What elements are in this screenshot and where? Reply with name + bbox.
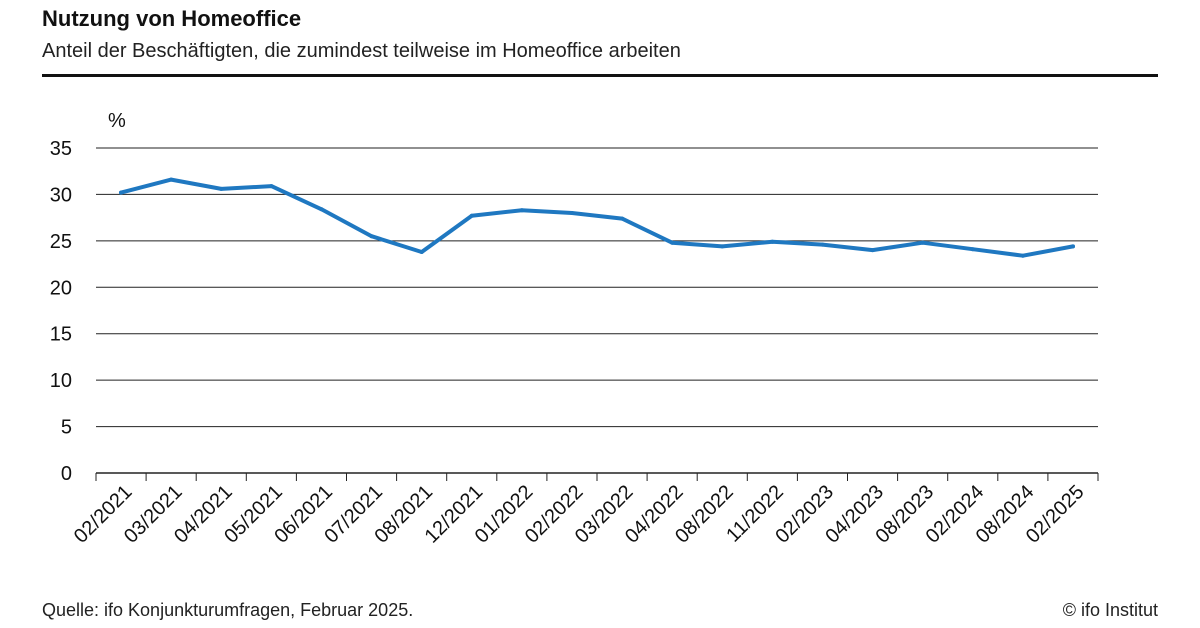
data-point: [469, 213, 474, 218]
data-point: [820, 242, 825, 247]
data-point: [269, 184, 274, 189]
data-point: [119, 190, 124, 195]
homeoffice-series-line: [119, 177, 1075, 258]
y-tick-label: 5: [61, 417, 72, 439]
data-point: [569, 211, 574, 215]
data-point: [620, 216, 625, 221]
data-point: [419, 250, 424, 254]
chart-title: Nutzung von Homeoffice: [42, 6, 302, 31]
chart-subtitle: Anteil der Beschäftigten, die zumindest …: [42, 40, 681, 62]
y-tick-label: 15: [50, 324, 72, 346]
data-point: [369, 234, 374, 239]
data-point: [1070, 244, 1075, 249]
data-point: [670, 240, 675, 245]
gridlines: [96, 147, 1098, 428]
data-point: [720, 244, 725, 249]
data-point: [970, 247, 975, 252]
y-tick-label: 20: [50, 277, 72, 299]
data-point: [219, 186, 224, 191]
y-tick-label: 30: [50, 184, 72, 206]
y-tick-label: 35: [50, 138, 72, 160]
header-rule: [42, 74, 1158, 77]
data-point: [169, 177, 174, 182]
x-axis: 02/202103/202104/202105/202106/202107/20…: [70, 472, 1099, 548]
y-axis: 0 5 10 15 20 25 30 35%: [50, 110, 126, 485]
data-point: [1020, 253, 1025, 258]
copyright-note: © ifo Institut: [1062, 600, 1158, 620]
data-point: [870, 248, 875, 253]
data-point: [519, 208, 524, 213]
y-axis-unit-label: %: [108, 110, 126, 132]
series-layer: [119, 177, 1075, 258]
source-note: Quelle: ifo Konjunkturumfragen, Februar …: [42, 600, 414, 620]
data-point: [319, 207, 324, 212]
data-point: [770, 239, 775, 244]
y-tick-label: 25: [50, 231, 72, 253]
y-tick-label: 10: [50, 370, 72, 392]
data-point: [920, 240, 925, 245]
y-tick-label: 0: [61, 463, 72, 485]
